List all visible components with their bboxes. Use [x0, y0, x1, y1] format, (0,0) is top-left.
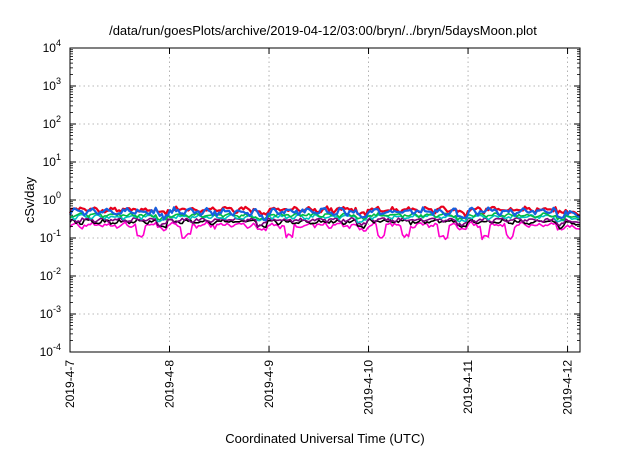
- x-tick-label: 2019-4-7: [63, 360, 77, 408]
- y-tick-label: 102: [43, 114, 61, 131]
- series-line-3: [69, 216, 581, 228]
- gridlines: [70, 48, 580, 352]
- x-axis: 2019-4-7 2019-4-8 2019-4-9 2019-4-10 2019-4-…: [63, 48, 575, 415]
- y-tick-label: 10-1: [40, 228, 61, 245]
- series-line-5: [69, 212, 581, 221]
- series-line-2: [69, 218, 581, 230]
- y-axis: 10-4 10-3 10-2 10-1 100 101 102 103 104: [40, 38, 580, 359]
- chart-title: /data/run/goesPlots/archive/2019-04-12/0…: [109, 23, 537, 38]
- y-tick-label: 103: [43, 76, 61, 93]
- y-tick-label: 10-3: [40, 304, 61, 321]
- x-tick-label: 2019-4-12: [561, 360, 575, 415]
- x-tick-label: 2019-4-9: [262, 360, 276, 408]
- y-tick-label: 10-2: [40, 266, 61, 283]
- y-axis-title: cSv/day: [22, 176, 37, 223]
- series-group: [68, 205, 581, 241]
- x-tick-label: 2019-4-10: [362, 360, 376, 415]
- y-tick-label: 10-4: [40, 342, 61, 359]
- series-line-1: [69, 221, 581, 241]
- x-axis-title: Coordinated Universal Time (UTC): [225, 431, 424, 446]
- y-tick-label: 101: [43, 152, 61, 169]
- y-tick-label: 100: [43, 190, 61, 207]
- series-line-4: [69, 213, 581, 224]
- x-tick-label: 2019-4-11: [461, 360, 475, 414]
- series-line-7: [69, 206, 581, 222]
- y-tick-label: 104: [43, 38, 61, 55]
- x-tick-label: 2019-4-8: [163, 360, 177, 408]
